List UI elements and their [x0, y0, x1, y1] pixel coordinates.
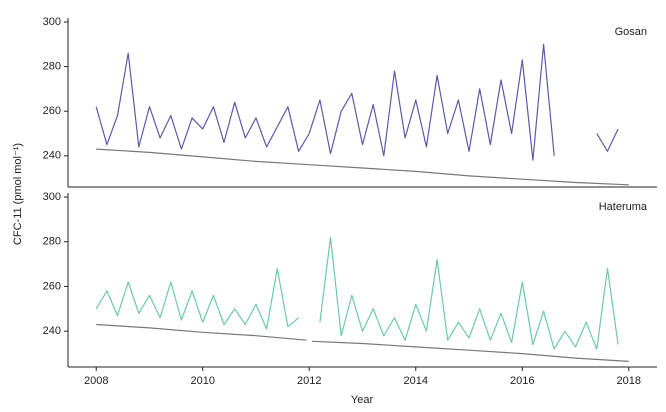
- y-tick-label: 280: [43, 236, 61, 248]
- x-tick-label: 2010: [190, 375, 214, 387]
- y-tick-label: 260: [43, 280, 61, 292]
- x-tick-label: 2016: [510, 375, 534, 387]
- panel-label: Hateruma: [599, 201, 648, 213]
- y-tick-label: 300: [43, 191, 61, 203]
- y-tick-label: 260: [43, 105, 61, 117]
- y-tick-label: 280: [43, 61, 61, 73]
- y-tick-label: 300: [43, 16, 61, 28]
- x-tick-label: 2018: [617, 375, 641, 387]
- y-tick-label: 240: [43, 325, 61, 337]
- y-axis-label: CFC-11 (pmol mol⁻¹): [12, 143, 24, 245]
- series-line: [96, 148, 629, 186]
- x-tick-label: 2008: [84, 375, 108, 387]
- x-tick-label: 2014: [404, 375, 428, 387]
- x-tick-label: 2012: [297, 375, 321, 387]
- y-tick-label: 240: [43, 150, 61, 162]
- series-line: [95, 236, 619, 350]
- series-line: [96, 323, 629, 362]
- x-axis-label: Year: [351, 394, 374, 406]
- series-line: [95, 43, 619, 161]
- panel-label: Gosan: [615, 26, 647, 38]
